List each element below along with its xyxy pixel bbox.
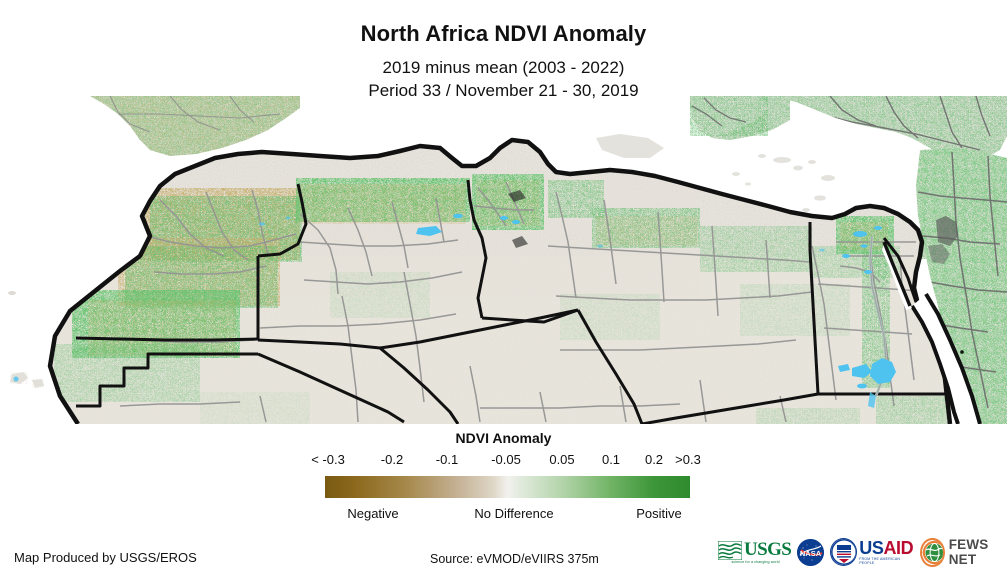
coastal-accents bbox=[508, 190, 528, 248]
water-features bbox=[259, 213, 896, 408]
legend-caption-positive: Positive bbox=[636, 506, 682, 521]
usgs-logo-tagline: science for a changing world bbox=[731, 559, 780, 564]
legend-tick: -0.1 bbox=[435, 452, 459, 467]
legend-title: NDVI Anomaly bbox=[455, 430, 552, 446]
legend-tick: -0.05 bbox=[491, 452, 521, 467]
legend-color-ramp bbox=[325, 476, 690, 498]
svg-text:NASA: NASA bbox=[800, 549, 822, 558]
usaid-logo-tagline: FROM THE AMERICAN PEOPLE bbox=[859, 557, 901, 565]
legend-tick: >0.3 bbox=[675, 452, 701, 467]
admin-boundaries bbox=[99, 181, 931, 423]
globe-icon bbox=[920, 537, 945, 567]
data-source: Source: eVMOD/eVIIRS 375m bbox=[430, 552, 599, 566]
nasa-roundel-icon: NASA bbox=[797, 538, 825, 566]
legend-tick: 0.05 bbox=[549, 452, 575, 467]
aoi-land bbox=[50, 140, 950, 424]
usaid-logo-text-aid: AID bbox=[883, 538, 914, 558]
fews-net-logo[interactable]: FEWS NET bbox=[920, 537, 1007, 567]
legend-tick: < -0.3 bbox=[311, 452, 345, 467]
usgs-logo[interactable]: USGS science for a changing world bbox=[718, 537, 792, 567]
fews-net-logo-text: FEWS NET bbox=[948, 537, 989, 567]
nasa-roundel-art: NASA bbox=[797, 538, 825, 566]
legend-captions: Negative No Difference Positive bbox=[0, 506, 1007, 526]
country-borders-internal bbox=[75, 179, 950, 424]
nasa-logo[interactable]: NASA bbox=[797, 537, 825, 567]
red-sea bbox=[882, 241, 982, 424]
legend-tick-labels: < -0.3 -0.2 -0.1 -0.05 0.05 0.1 0.2 >0.3 bbox=[0, 452, 1007, 469]
globe-art bbox=[922, 540, 943, 564]
legend: NDVI Anomaly < -0.3 -0.2 -0.1 -0.05 0.05… bbox=[0, 430, 1007, 469]
map-period: Period 33 / November 21 - 30, 2019 bbox=[368, 81, 639, 101]
map-subtitle: 2019 minus mean (2003 - 2022) bbox=[382, 58, 625, 78]
usaid-logo[interactable]: USAID FROM THE AMERICAN PEOPLE bbox=[830, 537, 914, 567]
usgs-mark-icon bbox=[718, 540, 742, 560]
logo-strip: USGS science for a changing world NASA bbox=[718, 535, 1007, 569]
usaid-seal-icon bbox=[830, 538, 858, 566]
greece-land bbox=[690, 96, 768, 136]
legend-caption-negative: Negative bbox=[347, 506, 399, 521]
legend-caption-no-difference: No Difference bbox=[474, 506, 554, 521]
map-canvas[interactable] bbox=[0, 96, 1007, 424]
legend-tick: -0.2 bbox=[380, 452, 404, 467]
map-credit: Map Produced by USGS/EROS bbox=[14, 550, 197, 565]
title-block: North Africa NDVI Anomaly 2019 minus mea… bbox=[0, 0, 1007, 103]
usgs-logo-text: USGS bbox=[744, 538, 792, 560]
ndvi-anomaly-map[interactable] bbox=[0, 96, 1007, 424]
usaid-seal-art bbox=[831, 539, 857, 565]
legend-tick: 0.1 bbox=[601, 452, 621, 467]
legend-tick: 0.2 bbox=[644, 452, 664, 467]
aoi-outline bbox=[47, 137, 953, 424]
usaid-logo-text-us: US bbox=[859, 538, 884, 558]
page-title: North Africa NDVI Anomaly bbox=[360, 21, 647, 46]
